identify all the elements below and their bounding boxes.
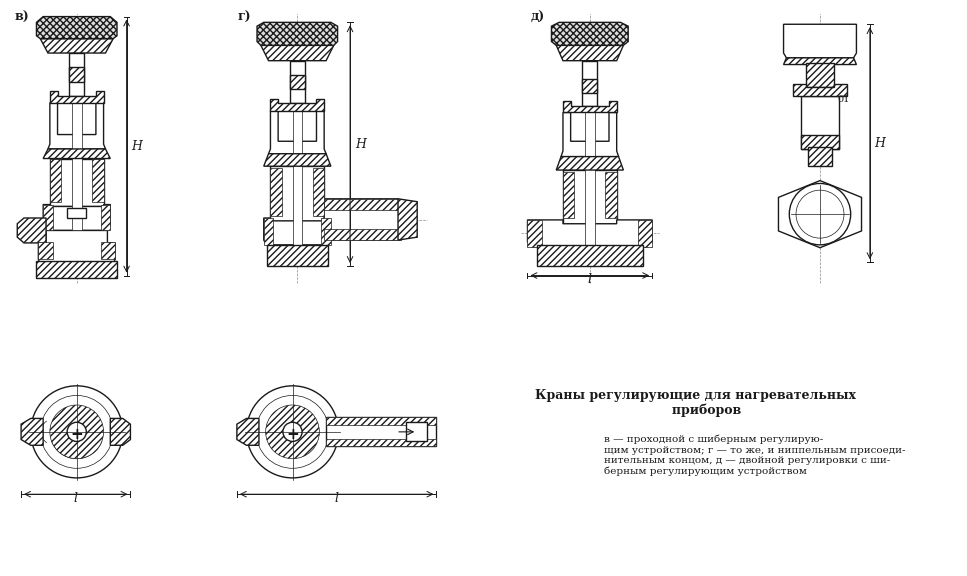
Polygon shape <box>39 230 115 264</box>
Circle shape <box>67 422 86 441</box>
Bar <box>267 245 328 266</box>
Bar <box>326 418 436 446</box>
Bar <box>321 218 331 245</box>
Polygon shape <box>778 181 862 248</box>
Polygon shape <box>561 112 619 157</box>
Circle shape <box>283 422 302 441</box>
Polygon shape <box>50 92 103 103</box>
Polygon shape <box>563 170 617 223</box>
Polygon shape <box>269 111 326 154</box>
Polygon shape <box>17 218 46 243</box>
Text: г): г) <box>238 12 251 24</box>
Text: +: + <box>286 427 299 442</box>
Text: д): д) <box>530 12 544 24</box>
Bar <box>806 63 835 86</box>
Polygon shape <box>783 58 857 65</box>
Bar <box>69 53 84 96</box>
Text: 01: 01 <box>837 94 850 104</box>
Bar <box>50 158 61 202</box>
Bar <box>271 168 282 216</box>
Polygon shape <box>110 418 131 445</box>
Bar <box>605 172 617 218</box>
Bar <box>44 204 53 230</box>
Polygon shape <box>324 199 403 240</box>
Bar <box>290 75 305 89</box>
Bar <box>39 242 53 259</box>
Text: в): в) <box>15 12 29 24</box>
Bar <box>801 135 839 149</box>
Circle shape <box>50 405 103 458</box>
Polygon shape <box>44 204 110 230</box>
Bar <box>808 147 832 166</box>
Bar <box>582 79 598 93</box>
Bar <box>801 96 839 149</box>
Text: H: H <box>875 137 886 150</box>
Polygon shape <box>793 84 847 96</box>
Bar <box>582 60 598 106</box>
Polygon shape <box>37 17 117 39</box>
Polygon shape <box>563 101 617 112</box>
Circle shape <box>31 386 123 478</box>
Bar <box>37 261 117 278</box>
Bar <box>326 418 436 425</box>
Polygon shape <box>257 22 337 46</box>
Polygon shape <box>398 199 417 240</box>
Text: l: l <box>73 492 77 505</box>
Bar <box>312 168 324 216</box>
Bar <box>326 438 436 446</box>
Bar <box>92 158 103 202</box>
Bar <box>537 245 642 266</box>
Circle shape <box>256 395 329 468</box>
Bar <box>101 242 115 259</box>
Bar <box>72 101 81 230</box>
Polygon shape <box>237 418 259 445</box>
Text: +: + <box>71 427 83 442</box>
Bar <box>101 204 110 230</box>
Circle shape <box>266 405 319 458</box>
Bar <box>324 229 401 240</box>
Polygon shape <box>44 149 110 158</box>
Text: Краны регулирующие для нагревательных
     приборов: Краны регулирующие для нагревательных пр… <box>535 389 856 417</box>
Polygon shape <box>551 22 629 46</box>
Polygon shape <box>50 158 103 206</box>
Bar <box>406 422 426 441</box>
Bar <box>69 67 84 82</box>
Bar <box>264 218 274 245</box>
Bar <box>290 60 305 103</box>
Bar <box>585 103 595 247</box>
Polygon shape <box>41 39 113 53</box>
Text: l: l <box>588 273 592 286</box>
Bar <box>563 172 574 218</box>
Bar <box>292 103 302 245</box>
Circle shape <box>247 386 338 478</box>
Bar <box>324 199 401 210</box>
Text: H: H <box>355 138 366 151</box>
Text: l: l <box>335 492 338 505</box>
Polygon shape <box>264 218 331 245</box>
Bar <box>527 220 542 247</box>
Polygon shape <box>48 103 105 149</box>
Circle shape <box>789 184 851 245</box>
Polygon shape <box>527 220 652 247</box>
Polygon shape <box>271 99 324 111</box>
Bar <box>638 220 652 247</box>
Polygon shape <box>264 154 331 166</box>
Polygon shape <box>261 46 334 60</box>
Text: H: H <box>132 139 142 153</box>
Circle shape <box>41 395 113 468</box>
Bar <box>67 209 86 218</box>
Text: в — проходной с шиберным регулирую-
щим устройством; г — то же, и ниппельным при: в — проходной с шиберным регулирую- щим … <box>604 435 906 476</box>
Polygon shape <box>271 166 324 221</box>
Polygon shape <box>556 157 624 170</box>
Polygon shape <box>783 24 857 58</box>
Polygon shape <box>21 418 44 445</box>
Circle shape <box>796 190 844 238</box>
Polygon shape <box>556 46 624 60</box>
